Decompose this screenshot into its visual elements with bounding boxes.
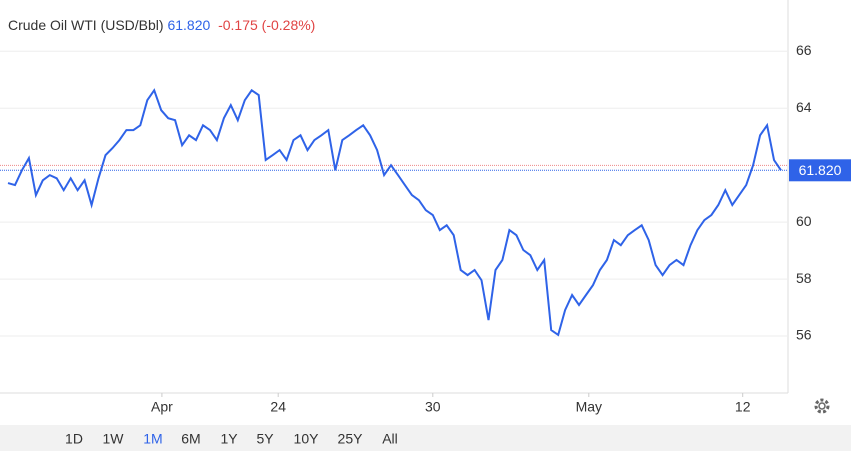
range-button[interactable]: 10Y <box>294 431 320 447</box>
title: Crude Oil WTI (USD/Bbl) <box>8 17 164 33</box>
price-label-box <box>789 159 851 182</box>
y-tick-label: 56 <box>796 327 812 343</box>
price-change: -0.175 (-0.28%) <box>218 17 315 33</box>
range-button[interactable]: 1D <box>65 431 83 447</box>
y-tick-label: 66 <box>796 42 812 58</box>
range-button[interactable]: All <box>382 431 398 447</box>
y-tick-label: 58 <box>796 270 812 286</box>
range-button[interactable]: 1W <box>103 431 125 447</box>
x-tick-label: Apr <box>151 399 173 415</box>
price-line <box>7 88 782 337</box>
range-button[interactable]: 1M <box>143 431 162 447</box>
last-price: 61.820 <box>167 17 210 33</box>
y-tick-label: 60 <box>796 213 812 229</box>
y-tick-label: 64 <box>796 99 812 115</box>
header: Crude Oil WTI (USD/Bbl) 61.820 -0.175 (-… <box>8 17 315 33</box>
range-bar <box>0 425 851 451</box>
x-tick-label: 12 <box>735 399 751 415</box>
price-label: 61.820 <box>799 162 842 178</box>
range-button[interactable]: 1Y <box>220 431 238 447</box>
range-button[interactable]: 6M <box>181 431 200 447</box>
settings-icon[interactable] <box>814 398 830 414</box>
x-tick-label: 30 <box>425 399 441 415</box>
x-tick-label: May <box>576 399 602 415</box>
x-tick-label: 24 <box>270 399 286 415</box>
range-button[interactable]: 25Y <box>338 431 364 447</box>
range-button[interactable]: 5Y <box>256 431 274 447</box>
